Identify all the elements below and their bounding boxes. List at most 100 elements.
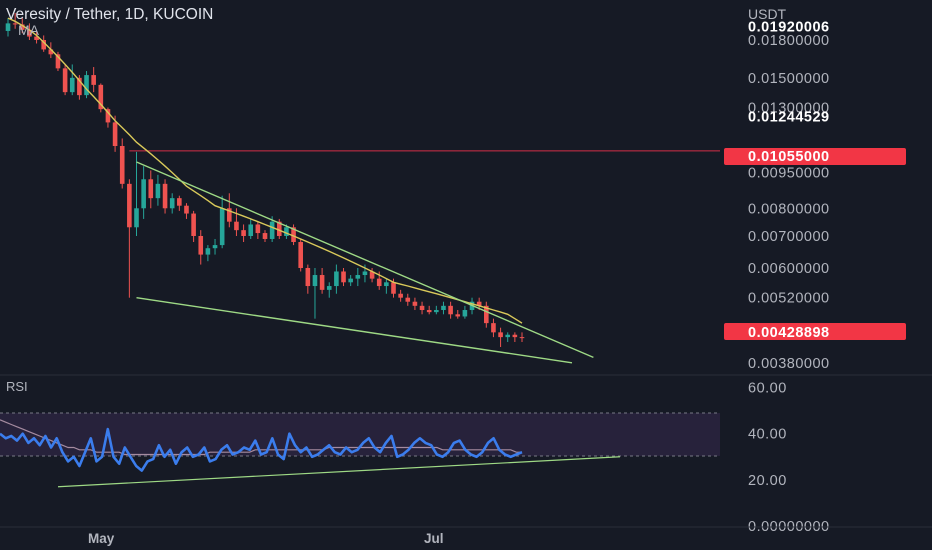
price-level-badge bbox=[724, 148, 906, 165]
candle-up bbox=[355, 275, 361, 279]
current-price-badge bbox=[724, 323, 906, 340]
price-tick-label: 0.00700000 bbox=[748, 229, 830, 245]
time-label-may: May bbox=[88, 531, 115, 546]
candle-up bbox=[269, 221, 275, 239]
candle-down bbox=[305, 267, 311, 287]
candle-down bbox=[41, 39, 46, 50]
candle-down bbox=[119, 146, 125, 184]
candle-up bbox=[155, 183, 161, 199]
candle-down bbox=[34, 36, 39, 40]
candle-down bbox=[234, 221, 239, 231]
candle-down bbox=[276, 221, 282, 236]
candle-down bbox=[184, 205, 189, 214]
price-tick-label: 0.01500000 bbox=[748, 71, 830, 87]
candle-down bbox=[398, 293, 403, 298]
candle-up bbox=[205, 248, 211, 255]
currency-label: USDT bbox=[748, 6, 787, 22]
candle-down bbox=[341, 271, 346, 283]
candle-down bbox=[105, 109, 111, 123]
candle-down bbox=[412, 301, 418, 306]
candle-down bbox=[455, 314, 461, 317]
candle-up bbox=[505, 334, 511, 338]
candle-down bbox=[262, 233, 268, 239]
candle-up bbox=[248, 224, 254, 236]
candle-down bbox=[162, 183, 168, 209]
rsi-trendline[interactable] bbox=[57, 456, 621, 488]
candle-down bbox=[476, 301, 482, 306]
candle-up bbox=[134, 208, 139, 228]
ma-line bbox=[7, 17, 523, 324]
time-label-jul: Jul bbox=[424, 531, 444, 546]
candle-down bbox=[491, 323, 496, 333]
candle-up bbox=[326, 286, 332, 290]
candle-down bbox=[91, 75, 96, 85]
price-tick-label: 0.00800000 bbox=[748, 201, 830, 217]
candle-down bbox=[405, 297, 411, 302]
candles-group bbox=[5, 13, 525, 348]
candle-down bbox=[512, 334, 518, 338]
candle-up bbox=[334, 271, 339, 287]
candle-down bbox=[448, 305, 453, 315]
candle-up bbox=[434, 310, 439, 313]
price-tick-label: 0.01300000 bbox=[748, 101, 830, 117]
candle-up bbox=[384, 282, 389, 287]
candle-down bbox=[191, 213, 196, 236]
candle-down bbox=[391, 282, 396, 294]
candle-down bbox=[519, 337, 525, 339]
candle-down bbox=[419, 305, 425, 311]
price-tick-label: 0.00600000 bbox=[748, 261, 830, 277]
candle-up bbox=[5, 23, 11, 31]
price-tick-label: 0.01800000 bbox=[748, 33, 830, 49]
candle-down bbox=[298, 242, 303, 268]
chart-title: Veresity / Tether, 1D, KUCOIN bbox=[6, 6, 213, 23]
candle-down bbox=[484, 305, 489, 324]
candle-down bbox=[177, 198, 182, 206]
candle-up bbox=[348, 278, 353, 283]
trendline-lower[interactable] bbox=[136, 296, 573, 364]
price-level-badge-text: 0.01055000 bbox=[748, 149, 830, 165]
rsi-label[interactable]: RSI bbox=[6, 379, 28, 394]
candle-down bbox=[241, 230, 246, 236]
candle-up bbox=[312, 275, 318, 287]
candle-down bbox=[369, 271, 375, 279]
price-tick-label: 0.01920006 bbox=[748, 20, 830, 36]
rsi-line bbox=[0, 427, 523, 472]
rsi-band bbox=[0, 413, 720, 456]
candle-down bbox=[48, 49, 54, 55]
candle-down bbox=[198, 235, 204, 255]
price-tick-label: 0.00380000 bbox=[748, 356, 830, 372]
candle-up bbox=[212, 245, 218, 249]
price-tick-label: 0.01244529 bbox=[748, 110, 830, 126]
candle-down bbox=[27, 29, 32, 37]
candle-down bbox=[291, 227, 296, 243]
candle-down bbox=[12, 23, 18, 25]
current-price-badge-text: 0.00428898 bbox=[748, 325, 830, 341]
price-tick-label: 0.00950000 bbox=[748, 166, 830, 182]
candle-down bbox=[426, 310, 432, 313]
price-tick-label: 0.00520000 bbox=[748, 291, 830, 307]
candle-up bbox=[219, 208, 225, 246]
trendline-upper[interactable] bbox=[136, 161, 594, 359]
ma-indicator-label[interactable]: MA bbox=[18, 22, 40, 38]
candle-down bbox=[112, 122, 118, 147]
candle-up bbox=[362, 271, 368, 276]
candle-down bbox=[77, 77, 82, 96]
candle-down bbox=[255, 224, 261, 234]
candle-down bbox=[19, 24, 25, 30]
candle-up bbox=[462, 310, 468, 317]
candle-down bbox=[148, 179, 154, 199]
candle-up bbox=[84, 75, 89, 96]
rsi-tick-label: 60.00 bbox=[748, 381, 787, 397]
rsi-tick-label: 40.00 bbox=[748, 427, 787, 443]
candle-down bbox=[319, 275, 325, 290]
candle-down bbox=[55, 54, 61, 69]
candle-up bbox=[69, 77, 75, 93]
candle-down bbox=[62, 68, 68, 93]
candle-up bbox=[169, 198, 175, 209]
candle-down bbox=[376, 278, 382, 287]
candle-down bbox=[498, 332, 503, 338]
candle-down bbox=[227, 208, 232, 222]
